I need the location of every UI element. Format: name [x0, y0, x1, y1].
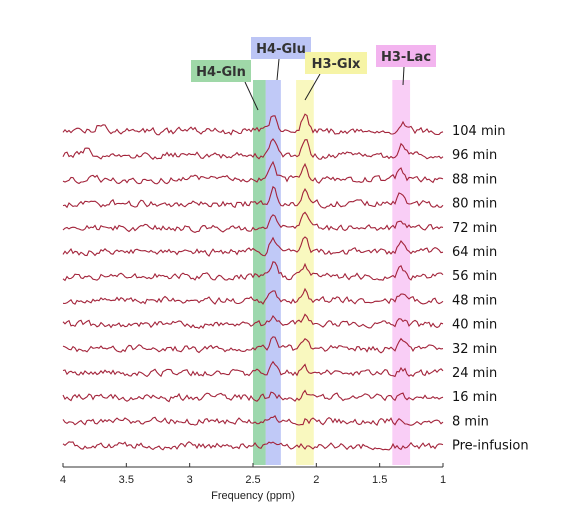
peak-label-h3-glx: H3-Glx [312, 57, 361, 72]
peak-label-box [191, 60, 251, 82]
peak-leader-line [304, 73, 321, 101]
peak-label-h4-glu: H4-Glu [256, 42, 306, 57]
spectrum-line [62, 236, 444, 257]
x-tick-label: 2 [313, 474, 319, 486]
metabolite-bands [253, 80, 411, 465]
spectrum-line [62, 360, 444, 378]
x-tick-label: 4 [60, 474, 66, 486]
spectrum-line [62, 389, 444, 403]
spectrum-line [62, 138, 444, 160]
x-tick-label: 2.5 [245, 474, 260, 486]
series-label: 8 min [452, 414, 489, 429]
region-band-h3-lac [392, 80, 411, 465]
peak-leader-line [402, 66, 405, 86]
series-label: 32 min [452, 342, 497, 357]
series-label: 56 min [452, 269, 497, 284]
spectrum-line [62, 415, 444, 426]
x-tick-label: 1.5 [372, 474, 387, 486]
x-axis-title: Frequency (ppm) [211, 490, 295, 502]
spectrum-line [62, 336, 444, 354]
series-label: 40 min [452, 318, 497, 333]
spectra-lines [62, 113, 444, 451]
series-label: 96 min [452, 148, 497, 163]
x-axis: 4 3.5 3 2.5 2 1.5 1 [60, 463, 446, 486]
peak-label-h4-gln: H4-Gln [196, 65, 246, 80]
peak-label-box [251, 37, 311, 59]
series-label: 104 min [452, 124, 505, 139]
series-label: Pre-infusion [452, 439, 529, 454]
spectrum-line [62, 185, 444, 209]
x-tick-label: 3.5 [119, 474, 134, 486]
peak-leader-line [244, 81, 259, 111]
peak-label-box [376, 45, 436, 67]
spectrum-line [62, 261, 444, 282]
region-band-h4-gln [253, 80, 266, 465]
series-label: 72 min [452, 221, 497, 236]
series-label: 16 min [452, 390, 497, 405]
x-tick-label: 3 [187, 474, 193, 486]
spectrum-line [62, 313, 444, 329]
series-label: 88 min [452, 172, 497, 187]
series-label: 80 min [452, 197, 497, 212]
spectrum-line [62, 441, 444, 451]
peak-leader-line [276, 58, 280, 81]
peak-label-h3-lac: H3-Lac [381, 50, 431, 65]
spectrum-line [62, 160, 444, 185]
series-labels: 104 min 96 min 88 min 80 min 72 min 64 min 56 … [452, 124, 529, 454]
x-tick-label: 1 [440, 474, 446, 486]
spectrum-line [62, 287, 444, 305]
peak-label-box [305, 52, 367, 74]
series-label: 24 min [452, 366, 497, 381]
series-label: 64 min [452, 245, 497, 260]
spectrum-line [62, 211, 444, 233]
series-label: 48 min [452, 293, 497, 308]
peak-labels: H4-Gln H4-Glu H3-Glx H3-Lac [191, 37, 436, 111]
spectrum-line [62, 113, 444, 136]
